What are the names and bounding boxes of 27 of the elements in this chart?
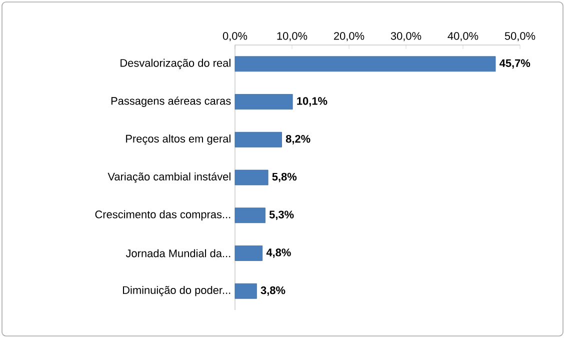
bar	[234, 283, 257, 299]
data-label: 5,8%	[272, 172, 297, 182]
bar	[234, 246, 263, 261]
data-label: 8,2%	[286, 134, 310, 144]
y-tick-label: Jornada Mundial da...	[126, 249, 230, 258]
bar	[234, 208, 266, 224]
y-tick-label: Desvalorização do real	[120, 58, 230, 70]
data-label: 45,7%	[500, 59, 530, 69]
x-tick-label: 20,0%	[334, 32, 364, 42]
data-label: 10,1%	[297, 97, 328, 106]
bar	[234, 94, 293, 110]
x-tick-label: 50,0%	[504, 32, 536, 42]
x-tick-label: 40,0%	[448, 32, 478, 42]
y-tick-label: Diminuição do poder...	[123, 286, 230, 296]
data-label: 4,8%	[266, 248, 291, 258]
data-label: 3,8%	[260, 286, 286, 296]
y-tick-label: Variação cambial instável	[108, 172, 230, 183]
bar	[234, 170, 268, 186]
y-tick-label: Passagens aéreas caras	[111, 96, 231, 107]
x-tick-label: 10,0%	[277, 32, 308, 42]
bar	[234, 132, 282, 148]
y-tick-label: Crescimento das compras...	[95, 210, 230, 220]
y-tick-label: Preços altos em geral	[126, 134, 230, 145]
bar	[234, 56, 496, 72]
x-tick-label: 0,0%	[222, 32, 248, 42]
data-label: 5,3%	[269, 210, 294, 220]
x-tick-label: 30,0%	[390, 32, 422, 42]
